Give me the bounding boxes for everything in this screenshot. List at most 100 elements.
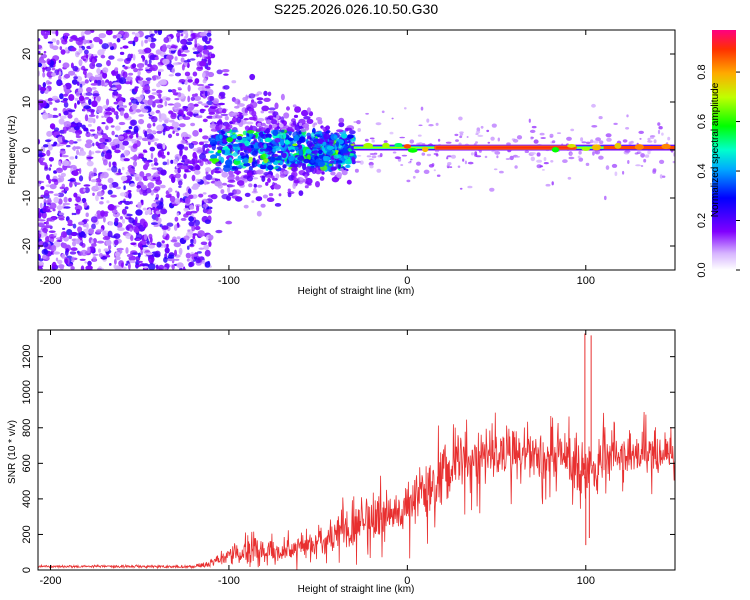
spectrogram-blob <box>236 103 245 107</box>
spectrogram-blob <box>104 138 109 142</box>
spectrogram-blob <box>95 194 99 202</box>
spectrogram-blob <box>108 80 113 88</box>
spectrogram-blob <box>91 151 95 155</box>
spectrogram-blob <box>95 62 103 68</box>
spectrogram-blob <box>605 133 612 138</box>
spectrogram-blob <box>462 158 465 162</box>
spectrogram-blob <box>599 140 604 144</box>
spectrogram-blob <box>231 165 237 170</box>
spectrogram-blob <box>417 134 422 137</box>
spectrogram-blob <box>446 155 453 158</box>
spectrogram-blob <box>51 267 56 270</box>
spectrogram-blob <box>120 47 123 50</box>
spectrogram-blob <box>148 95 155 99</box>
spectrogram-blob <box>117 135 125 140</box>
spectrogram-blob <box>187 78 193 83</box>
spectrogram-blob <box>167 258 174 262</box>
spectrogram-blob <box>208 241 212 247</box>
spectrogram-blob <box>250 144 254 149</box>
spectrogram-blob <box>82 233 87 239</box>
spectrogram-blob <box>250 142 256 145</box>
spectrogram-blob <box>53 233 58 236</box>
spectrogram-blob <box>366 155 372 158</box>
spectrogram-blob <box>659 174 663 179</box>
spectrogram-blob <box>192 234 196 240</box>
spectrogram-blob <box>58 161 61 166</box>
spectrogram-blob <box>266 174 272 179</box>
spectrogram-blob <box>256 210 262 217</box>
spectrogram-blob <box>89 40 93 44</box>
spectrogram-blob <box>138 52 146 55</box>
spectrogram-blob <box>209 95 215 102</box>
spectrogram-blob <box>219 124 223 128</box>
spectrogram-blob <box>643 158 647 163</box>
spectrogram-blob <box>57 192 65 198</box>
spectrogram-blob <box>95 150 101 154</box>
spectrogram-blob <box>262 194 268 199</box>
spectrogram-blob <box>400 164 404 166</box>
spectrogram-blob <box>449 166 453 169</box>
spectrogram-blob <box>302 163 307 171</box>
y-tick-label: 800 <box>21 419 33 437</box>
spectrogram-blob <box>197 83 205 87</box>
spectrogram-blob <box>166 222 174 227</box>
spectrogram-blob <box>183 49 190 53</box>
spectrogram-blob <box>236 180 245 186</box>
spectrogram-blob <box>181 64 185 71</box>
spectrogram-blob <box>433 169 436 172</box>
spectrogram-blob <box>148 233 153 240</box>
spectrogram-blob <box>260 127 266 132</box>
spectrogram-blob <box>300 128 307 133</box>
spectrogram-blob <box>585 141 591 144</box>
y-tick-label: 20 <box>21 48 33 60</box>
spectrogram-blob <box>148 258 152 262</box>
spectrogram-blob <box>606 137 612 142</box>
spectrogram-blob <box>591 125 598 128</box>
spectrogram-blob <box>40 53 47 59</box>
snr-x-label: Height of straight line (km) <box>298 584 415 595</box>
spectrogram-blob <box>106 168 113 171</box>
spectrogram-blob <box>228 172 234 178</box>
spectrogram-blob <box>153 157 158 164</box>
spectrogram-blob <box>80 249 88 257</box>
spectrogram-blob <box>113 96 118 99</box>
spectrogram-blob <box>198 247 205 250</box>
spectrogram-blob <box>275 173 280 179</box>
spectrogram-blob <box>637 151 642 154</box>
spectrogram-blob <box>107 177 114 184</box>
spectrogram-blob <box>231 135 237 139</box>
spectrogram-blob <box>92 256 97 259</box>
spectrogram-blob <box>116 73 121 80</box>
spectrogram-blob <box>122 71 128 78</box>
spectrogram-blob <box>330 166 337 171</box>
tone-knot <box>382 142 390 149</box>
spectrogram-blob <box>178 123 186 128</box>
spectrogram-blob <box>40 186 45 190</box>
spectrogram-blob <box>321 171 325 175</box>
spectrogram-blob <box>51 216 57 221</box>
spectrogram-blob <box>292 182 297 189</box>
spectrogram-blob <box>278 123 284 128</box>
spectrogram-blob <box>604 195 607 201</box>
spectrogram-blob <box>142 263 150 268</box>
spectrogram-blob <box>75 238 81 245</box>
spectrogram-x-ticks: -200 -100 0 100 <box>39 30 595 287</box>
spectrogram-blob <box>252 157 256 162</box>
spectrogram-blob <box>203 143 209 148</box>
spectrogram-blob <box>221 171 229 178</box>
spectrogram-blob <box>243 118 249 121</box>
spectrogram-blob <box>57 136 64 143</box>
spectrogram-blob <box>88 98 92 106</box>
spectrogram-blob <box>95 141 99 146</box>
spectrogram-blob <box>122 181 126 184</box>
spectrogram-blob <box>43 33 48 40</box>
spectrogram-blob <box>38 212 42 219</box>
spectrogram-blob <box>158 93 162 99</box>
spectrogram-blob <box>222 139 227 144</box>
spectrogram-blob <box>82 70 87 75</box>
spectrogram-blob <box>178 116 183 121</box>
spectrogram-blob <box>103 159 108 166</box>
spectrogram-blob <box>89 76 95 81</box>
spectrogram-blob <box>199 160 204 167</box>
spectrogram-blob <box>505 158 511 160</box>
